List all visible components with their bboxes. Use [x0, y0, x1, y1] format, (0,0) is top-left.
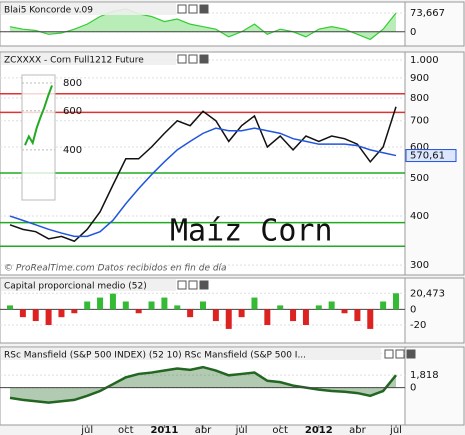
- x-tick-label: oct: [118, 425, 134, 435]
- bar: [97, 297, 104, 310]
- bar: [71, 309, 78, 314]
- inset: [21, 74, 56, 201]
- panel-icon: [177, 54, 187, 64]
- bar: [380, 301, 387, 310]
- axis-panel: [404, 346, 465, 426]
- panel-icon: [177, 4, 187, 14]
- panel: [0, 51, 406, 276]
- y-tick-label: -20: [410, 320, 426, 331]
- y-tick-label: 700: [410, 116, 429, 127]
- bar: [277, 305, 284, 310]
- axis-panel: [404, 1, 465, 47]
- bar: [174, 305, 181, 310]
- y-tick-label: 1.000: [410, 55, 439, 66]
- y-tick-label: 400: [410, 211, 429, 222]
- price-line: [9, 106, 397, 243]
- y-tick-label: 73,667: [410, 8, 445, 19]
- bar: [84, 301, 91, 310]
- panel-icon: [199, 4, 209, 14]
- area: [10, 367, 396, 403]
- y-tick-label: 600: [63, 106, 82, 117]
- panel-icon: [188, 280, 198, 290]
- bar: [238, 309, 245, 318]
- last-value-box: [405, 149, 457, 163]
- x-tick-label: jul: [235, 425, 248, 435]
- annotation: Maíz Corn: [170, 214, 333, 249]
- bar: [109, 293, 116, 310]
- bar: [354, 309, 361, 322]
- axis-panel: [404, 51, 465, 276]
- panel-title: ZCXXXX - Corn Full1212 Future: [4, 56, 144, 66]
- y-tick-label: 500: [410, 173, 429, 184]
- panel-header: [1, 53, 176, 65]
- y-tick-label: 20,473: [410, 288, 445, 299]
- panel-icon: [177, 280, 187, 290]
- footer: © ProRealTime.com Datos recibidos en fin…: [4, 264, 227, 274]
- x-tick-label: 2011: [150, 425, 178, 435]
- bar: [212, 309, 219, 322]
- bar: [367, 309, 374, 329]
- panel-header: [1, 279, 176, 291]
- bar: [393, 293, 399, 310]
- panel-header: [1, 3, 176, 15]
- panel-title: RSc Mansfield (S&P 500 INDEX) (52 10) RS…: [4, 351, 306, 361]
- bar: [122, 301, 129, 310]
- panel-icon: [406, 349, 416, 359]
- line: [9, 8, 397, 41]
- bar: [302, 309, 309, 325]
- bar: [148, 301, 155, 310]
- bar: [187, 309, 194, 318]
- bar: [200, 301, 206, 310]
- inset-line: [24, 85, 53, 146]
- bar: [315, 305, 322, 310]
- y-tick-label: 900: [410, 73, 429, 84]
- y-tick-label: 0: [410, 27, 416, 38]
- panel-icon: [188, 54, 198, 64]
- x-tick-label: abr: [349, 425, 366, 435]
- panel-icon: [199, 54, 209, 64]
- y-tick-label: 400: [63, 145, 82, 156]
- bar: [19, 309, 26, 318]
- bar: [290, 309, 297, 322]
- panel-header: [1, 348, 381, 360]
- bar: [58, 309, 65, 318]
- panel-title: Capital proporcional medio (52): [4, 282, 147, 292]
- line: [9, 365, 397, 404]
- bar: [45, 309, 52, 325]
- price-line: [9, 127, 397, 238]
- bar: [7, 305, 13, 310]
- y-tick-label: 800: [63, 78, 82, 89]
- x-tick-label: oct: [272, 425, 288, 435]
- axis-panel: [404, 277, 465, 344]
- panel-title: Blai5 Koncorde v.09: [4, 6, 93, 16]
- y-tick-label: 300: [410, 260, 429, 271]
- y-tick-label: 1,818: [410, 370, 439, 381]
- bar: [264, 309, 271, 325]
- y-tick-label: 600: [410, 142, 429, 153]
- panel-icon: [188, 4, 198, 14]
- x-tick-label: 2012: [305, 425, 333, 435]
- x-tick-label: jul: [80, 425, 93, 435]
- bar: [251, 297, 258, 310]
- bar: [341, 309, 348, 314]
- panel-icon: [199, 280, 209, 290]
- y-tick-label: 0: [410, 383, 416, 394]
- x-tick-label: jul: [389, 425, 402, 435]
- panel-icon: [395, 349, 405, 359]
- x-tick-label: abr: [195, 425, 212, 435]
- bar: [328, 301, 335, 310]
- y-tick-label: 0: [410, 304, 416, 315]
- bar: [32, 309, 39, 322]
- bar: [161, 297, 168, 310]
- bar: [225, 309, 232, 329]
- y-tick-label: 800: [410, 93, 429, 104]
- panel-icon: [384, 349, 394, 359]
- last-value-label: 570,61: [410, 151, 445, 162]
- bar: [135, 309, 142, 314]
